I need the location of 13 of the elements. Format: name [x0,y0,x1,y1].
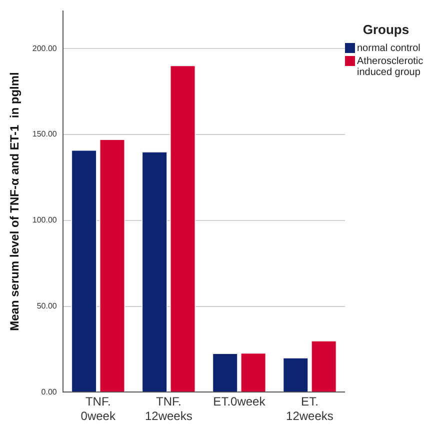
x-tick-label: TNF. 0week [80,394,116,424]
legend-label: Atherosclerotic induced group [357,56,424,78]
y-tick-label: 50.00 [36,302,58,310]
y-axis-title: Mean serum level of TNF-α and ET-1 in pglml [8,72,22,331]
y-tick-label: 0.00 [41,387,58,396]
y-tick-label: 200.00 [32,44,58,53]
legend-label: normal control [357,43,420,54]
x-tick-label: ET. 12weeks [286,394,334,424]
legend-title: Groups [362,22,410,37]
x-tick-label: TNF. 12weeks [144,394,192,424]
y-tick-label: 150.00 [32,130,58,139]
x-tick-label: ET.0week [213,394,266,409]
y-tick-label: 100.00 [32,216,58,225]
